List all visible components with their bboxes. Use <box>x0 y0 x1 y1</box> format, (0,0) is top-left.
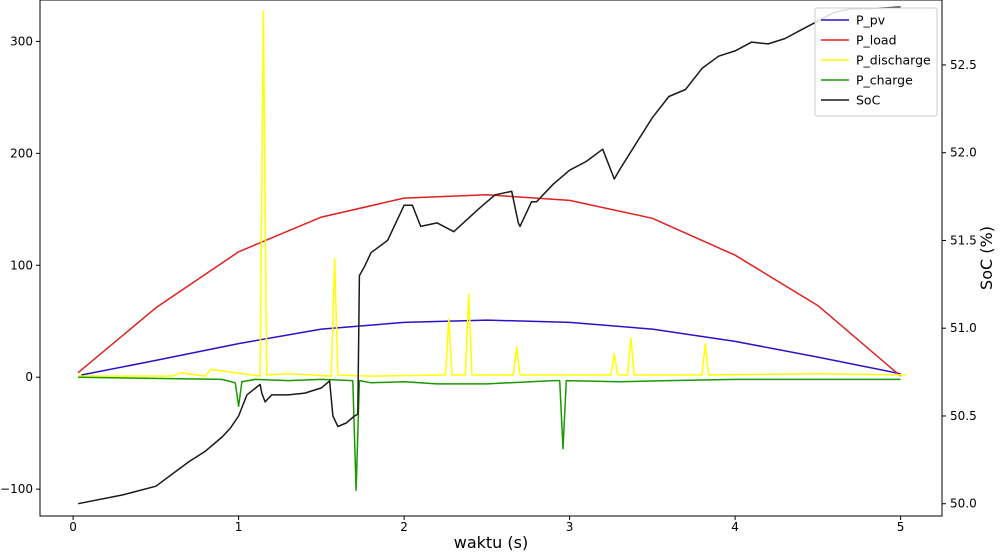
y-right-axis-label: SoC (%) <box>977 226 996 290</box>
y-left-tick-label: 100 <box>10 258 33 272</box>
x-tick-label: 2 <box>400 520 408 534</box>
y-right-tick-label: 50.0 <box>950 497 977 511</box>
plot-frame <box>39 0 943 517</box>
x-tick-label: 1 <box>235 520 243 534</box>
y-left-tick-label: 300 <box>10 34 33 48</box>
y-right-axis-ticks: 50.0 50.5 51.0 51.5 52.0 52.5 <box>942 58 977 511</box>
y-right-tick-label: 50.5 <box>950 409 977 423</box>
series-line-p-discharge <box>78 10 906 377</box>
y-left-tick-label: 0 <box>25 370 33 384</box>
x-tick-label: 3 <box>566 520 574 534</box>
legend-label-soc: SoC <box>856 93 881 108</box>
legend-label-p-pv: P_pv <box>856 13 886 28</box>
y-right-tick-label: 51.0 <box>950 321 977 335</box>
x-axis-label: waktu (s) <box>454 533 528 552</box>
series-line-p-load <box>77 194 902 377</box>
x-tick-label: 5 <box>897 520 905 534</box>
series-line-soc <box>77 6 901 505</box>
y-left-tick-label: −100 <box>0 482 33 496</box>
y-left-axis-ticks: −100 0 100 200 300 <box>0 34 40 496</box>
series-layer <box>77 6 906 505</box>
x-tick-label: 0 <box>69 520 77 534</box>
series-line-p-pv <box>81 319 901 376</box>
legend-label-p-load: P_load <box>856 33 897 48</box>
legend-label-p-discharge: P_discharge <box>856 53 931 68</box>
series-line-p-charge <box>78 376 901 492</box>
y-left-tick-label: 200 <box>10 146 33 160</box>
legend: P_pv P_load P_discharge P_charge SoC <box>814 7 938 117</box>
x-axis-ticks: 0 1 2 3 4 5 <box>69 516 904 534</box>
y-right-tick-label: 52.0 <box>950 146 977 160</box>
legend-box <box>814 7 938 117</box>
y-right-tick-label: 52.5 <box>950 58 977 72</box>
legend-label-p-charge: P_charge <box>856 73 913 88</box>
y-right-tick-label: 51.5 <box>950 233 977 247</box>
x-tick-label: 4 <box>731 520 739 534</box>
